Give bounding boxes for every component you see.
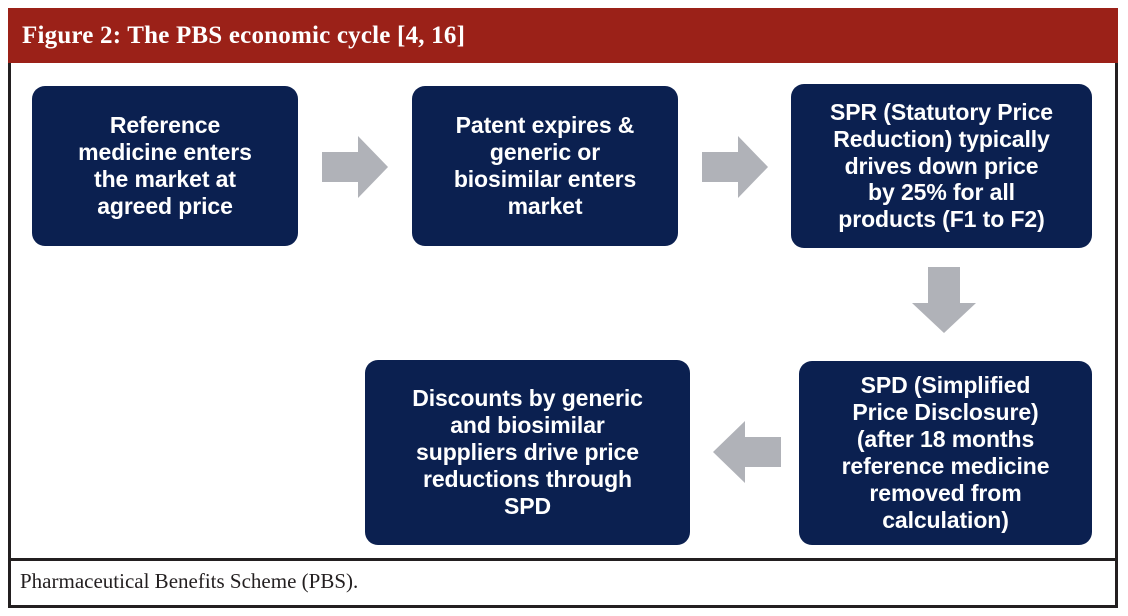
arrow-down-icon <box>912 267 976 333</box>
flowchart-node-label: Patent expires & generic or biosimilar e… <box>453 112 637 219</box>
flowchart-node-label: SPD (Simplified Price Disclosure) (after… <box>841 372 1050 533</box>
flowchart-node-statutory-price-reduction: SPR (Statutory Price Reduction) typicall… <box>791 84 1092 248</box>
flowchart-node-discounts-drive-reductions: Discounts by generic and biosimilar supp… <box>365 360 690 545</box>
flowchart-node-simplified-price-disclosure: SPD (Simplified Price Disclosure) (after… <box>799 361 1092 545</box>
figure-title: Figure 2: The PBS economic cycle [4, 16] <box>22 21 466 49</box>
flowchart-node-reference-medicine: Reference medicine enters the market at … <box>32 86 298 246</box>
flowchart-node-label: Reference medicine enters the market at … <box>78 112 252 219</box>
figure-caption: Pharmaceutical Benefits Scheme (PBS). <box>20 569 359 593</box>
flowchart-node-label: Discounts by generic and biosimilar supp… <box>412 385 643 519</box>
arrow-left-icon <box>713 421 781 483</box>
flowchart-node-patent-expires: Patent expires & generic or biosimilar e… <box>412 86 678 246</box>
arrow-right-icon <box>322 136 388 198</box>
flowchart-node-label: SPR (Statutory Price Reduction) typicall… <box>830 98 1053 233</box>
caption-divider <box>11 558 1115 561</box>
arrow-right-icon <box>702 136 768 198</box>
figure-header-bar: Figure 2: The PBS economic cycle [4, 16] <box>8 8 1118 63</box>
